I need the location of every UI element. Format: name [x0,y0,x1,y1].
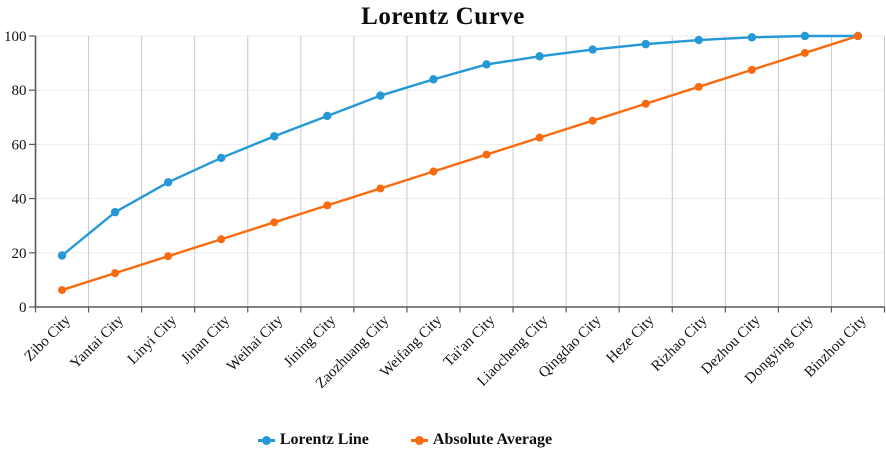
series-line [61,34,859,292]
data-point [588,116,597,125]
data-point [270,218,279,227]
lorentz-line-marker-icon [257,435,275,445]
data-point [270,132,279,141]
data-point [747,33,757,42]
legend-item-absolute-average: Absolute Average [410,431,553,449]
x-axis-label: Weihai City [224,312,286,374]
data-point [58,286,67,295]
legend-item-lorentz-line: Lorentz Line [257,431,369,449]
series-absolute-average [58,32,862,295]
data-point [694,82,703,91]
data-point [110,207,120,217]
data-point [429,75,438,84]
data-point [800,48,809,57]
data-point [535,52,544,61]
data-point [747,65,756,74]
data-point [535,133,544,142]
y-axis-label: 60 [12,137,27,153]
chart-title: Lorentz Curve [361,3,525,30]
data-point [163,178,173,187]
data-point [641,99,650,108]
y-axis-label: 20 [12,246,27,262]
vertical-gridlines [88,36,885,307]
x-axis-ticks [34,307,886,313]
chart-legend: Lorentz Line Absolute Average [0,431,848,449]
data-point [164,252,173,261]
data-point [376,91,385,100]
series-lorentz-line [57,31,863,260]
data-point [429,167,438,176]
x-axis-label: Linyi City [125,312,181,368]
y-axis-label: 80 [12,83,27,99]
y-axis-label: 100 [4,29,27,45]
data-point [57,251,67,260]
data-point [800,31,810,41]
y-axis-label: 0 [19,300,27,316]
absolute-average-marker-icon [410,435,428,445]
y-axis-ticks-and-labels: 0 20 40 60 80 100 [4,29,36,316]
data-point [323,201,332,210]
data-point [376,184,385,193]
legend-label-absolute-average: Absolute Average [432,431,553,448]
y-axis-label: 40 [12,192,27,208]
series-line [61,34,858,257]
data-point [694,35,703,45]
x-axis-label: Jinan City [178,312,233,367]
legend-label-lorentz-line: Lorentz Line [279,431,369,448]
data-point [217,153,226,163]
x-axis-label: Yantai City [67,312,127,372]
data-point [853,32,862,40]
x-axis-label: Heze City [604,312,658,366]
x-axis-label: Zibo City [22,312,75,365]
data-point [323,111,332,121]
data-point [482,150,491,159]
data-point [482,60,491,69]
data-point [588,45,597,54]
data-point [641,39,650,49]
data-point [111,269,120,278]
data-point [217,235,226,244]
